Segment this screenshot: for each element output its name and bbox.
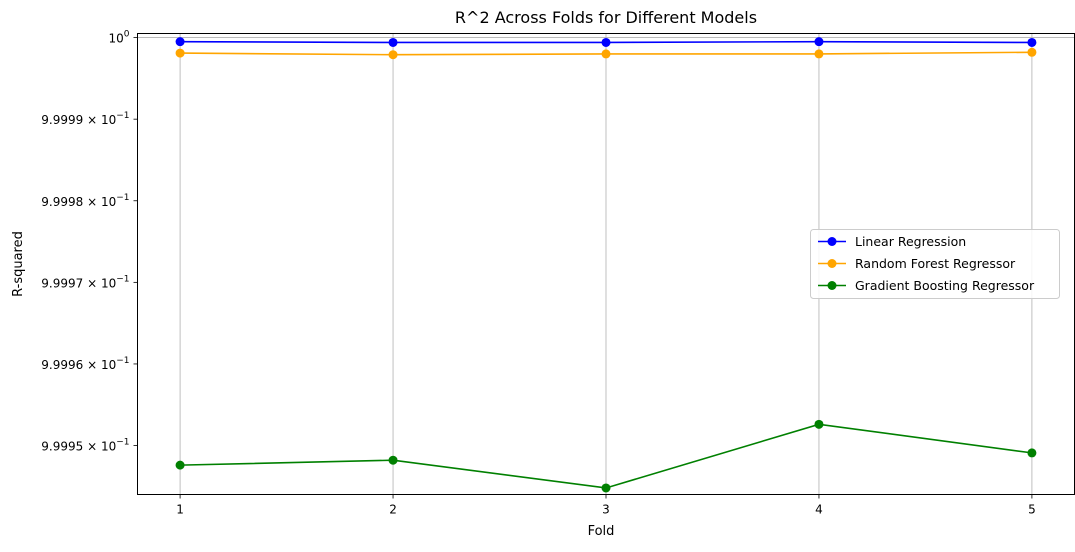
legend-marker	[827, 259, 837, 268]
axes: 1 2 3 4 5 100 9.9999 × 10−1 9.9998 × 10−1 9.9997…	[41, 30, 1035, 517]
data-point	[175, 37, 185, 47]
y-tick-label: 9.9997 × 10−1	[41, 274, 129, 290]
series-group	[175, 37, 1037, 493]
data-point	[814, 49, 824, 59]
chart-title: R^2 Across Folds for Different Models	[455, 8, 757, 27]
legend-marker	[827, 237, 837, 246]
x-tick-label: 1	[176, 503, 184, 517]
legend-box	[810, 229, 1060, 299]
legend-label: Random Forest Regressor	[855, 256, 1016, 271]
data-point	[1027, 448, 1037, 458]
data-point	[175, 48, 185, 58]
data-point	[388, 455, 398, 465]
y-tick-label: 9.9996 × 10−1	[41, 356, 129, 372]
y-tick-label: 9.9995 × 10−1	[41, 438, 129, 454]
data-point	[601, 49, 611, 59]
legend-label: Gradient Boosting Regressor	[855, 278, 1035, 293]
data-point	[388, 50, 398, 60]
legend: Linear Regression Random Forest Regressor…	[810, 229, 1060, 299]
data-point	[814, 419, 824, 429]
legend-marker	[827, 281, 837, 290]
legend-label: Linear Regression	[855, 234, 966, 249]
data-point	[1027, 47, 1037, 57]
y-tick-label: 9.9999 × 10−1	[41, 111, 129, 127]
y-tick-label: 100	[108, 30, 129, 46]
data-point	[601, 37, 611, 47]
y-tick-label: 9.9998 × 10−1	[41, 193, 129, 209]
data-point	[601, 483, 611, 493]
x-axis-label: Fold	[588, 524, 615, 539]
data-point	[175, 460, 185, 470]
data-point	[814, 37, 824, 47]
x-tick-label: 4	[815, 503, 823, 517]
data-point	[388, 37, 398, 47]
x-tick-label: 5	[1028, 503, 1036, 517]
data-point	[1027, 37, 1037, 47]
y-axis-label: R-squared	[11, 231, 26, 297]
x-tick-label: 3	[602, 503, 610, 517]
x-tick-label: 2	[389, 503, 397, 517]
